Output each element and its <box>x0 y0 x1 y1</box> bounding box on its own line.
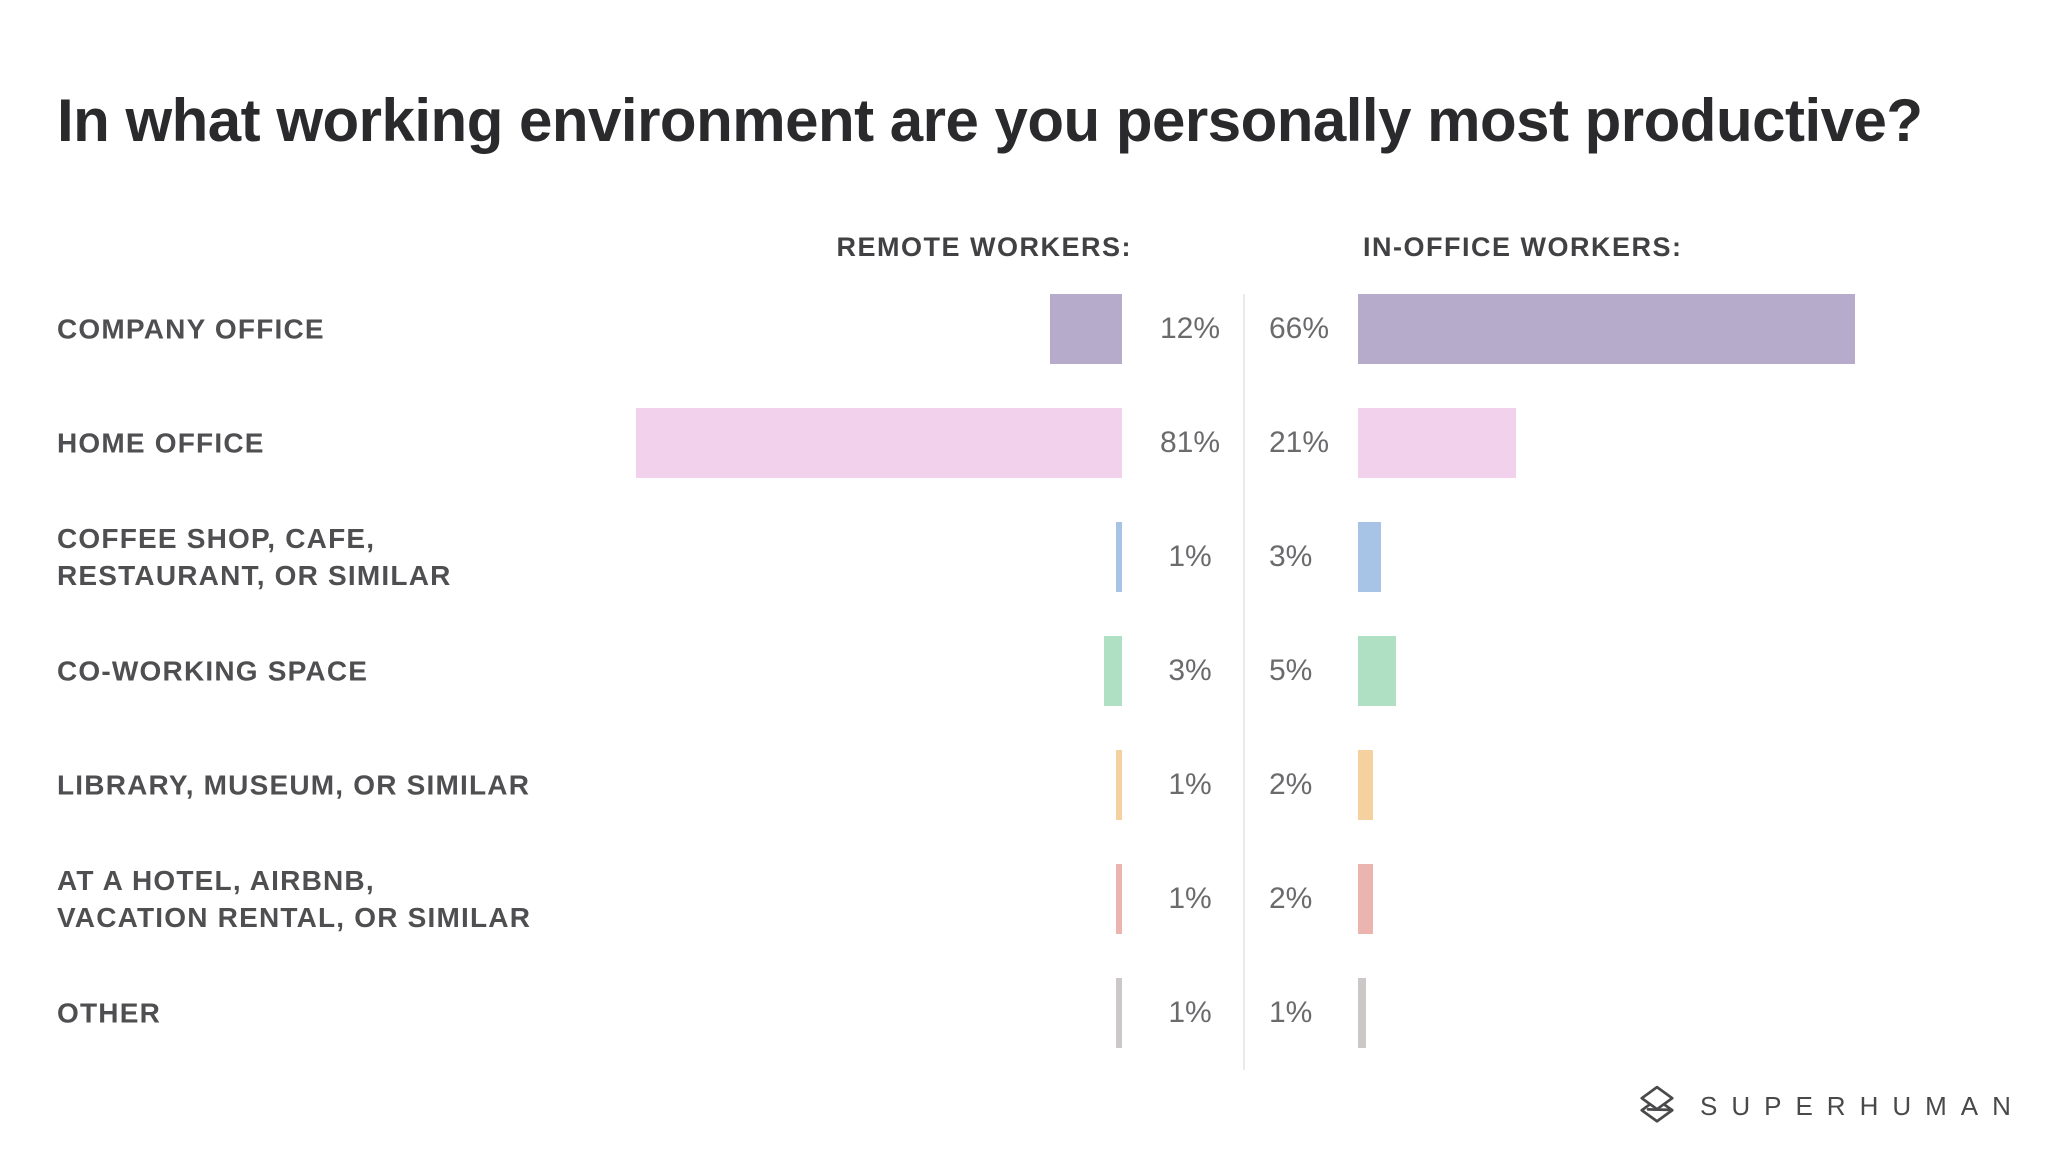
remote-bar <box>1116 750 1122 820</box>
chart-row: COMPANY OFFICE 12% 66% <box>0 272 2048 386</box>
office-bar <box>1358 408 1516 478</box>
brand-lockup: SUPERHUMAN <box>1636 1084 2025 1126</box>
remote-value: 12% <box>1159 312 1221 345</box>
remote-value: 1% <box>1168 996 1212 1029</box>
brand-wordmark: SUPERHUMAN <box>1700 1091 2025 1121</box>
category-label: LIBRARY, MUSEUM, OR SIMILAR <box>57 769 531 801</box>
chart-row: CO-WORKING SPACE 3% 5% <box>0 614 2048 728</box>
office-bar <box>1358 294 1855 364</box>
remote-value: 1% <box>1168 768 1212 801</box>
remote-value: 3% <box>1168 654 1212 687</box>
office-value: 3% <box>1269 540 1313 573</box>
office-value: 2% <box>1269 768 1313 801</box>
chart-row: AT A HOTEL, AIRBNB, VACATION RENTAL, OR S… <box>0 842 2048 956</box>
office-bar <box>1358 864 1373 934</box>
remote-bar <box>1116 864 1122 934</box>
office-bar <box>1358 978 1366 1048</box>
office-bar <box>1358 522 1381 592</box>
office-value: 21% <box>1269 426 1330 459</box>
category-label: COFFEE SHOP, CAFE, RESTAURANT, OR SIMILAR <box>57 523 452 591</box>
office-value: 5% <box>1269 654 1313 687</box>
center-divider-line <box>1243 294 1245 1070</box>
remote-value: 1% <box>1168 540 1212 573</box>
category-label: COMPANY OFFICE <box>57 313 325 345</box>
chart-row: COFFEE SHOP, CAFE, RESTAURANT, OR SIMILAR… <box>0 500 2048 614</box>
remote-value: 81% <box>1159 426 1221 459</box>
chart-row: LIBRARY, MUSEUM, OR SIMILAR 1% 2% <box>0 728 2048 842</box>
remote-bar <box>636 408 1122 478</box>
office-bar <box>1358 636 1396 706</box>
remote-workers-column-header: REMOTE WORKERS: <box>836 232 1132 262</box>
remote-value: 1% <box>1168 882 1212 915</box>
page-title: In what working environment are you pers… <box>57 87 1923 155</box>
chart-row: HOME OFFICE 81% 21% <box>0 386 2048 500</box>
remote-bar <box>1116 978 1122 1048</box>
remote-bar <box>1050 294 1122 364</box>
superhuman-stacked-diamonds-icon <box>1640 1085 1674 1123</box>
office-value: 2% <box>1269 882 1313 915</box>
remote-bar <box>1104 636 1122 706</box>
remote-bar <box>1116 522 1122 592</box>
category-label: OTHER <box>57 997 161 1029</box>
office-bar <box>1358 750 1373 820</box>
in-office-workers-column-header: IN-OFFICE WORKERS: <box>1363 232 1683 262</box>
office-value: 1% <box>1269 996 1313 1029</box>
office-value: 66% <box>1269 312 1330 345</box>
category-label: AT A HOTEL, AIRBNB, VACATION RENTAL, OR S… <box>57 865 532 933</box>
category-label: CO-WORKING SPACE <box>57 655 369 687</box>
category-label: HOME OFFICE <box>57 427 265 459</box>
chart-row: OTHER 1% 1% <box>0 956 2048 1070</box>
